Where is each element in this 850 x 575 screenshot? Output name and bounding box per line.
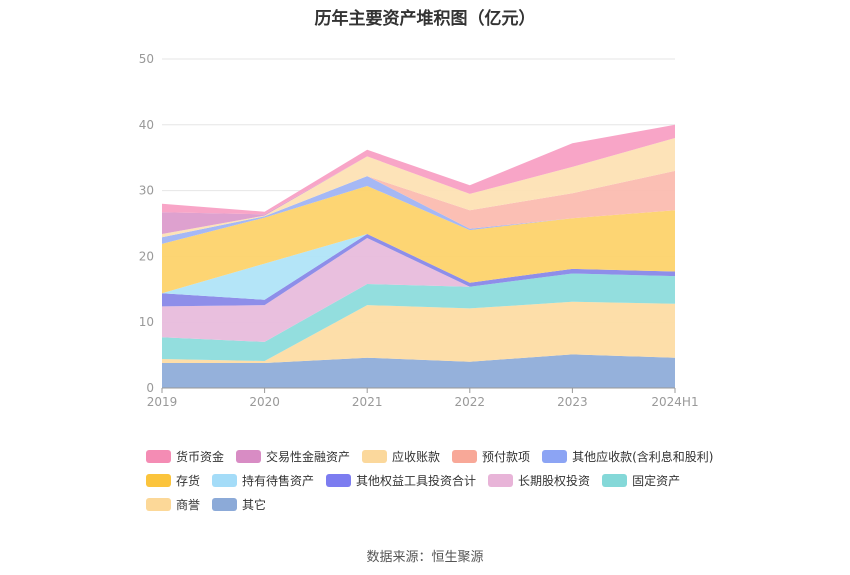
legend-label: 货币资金 bbox=[176, 449, 225, 464]
area-series-商誉 bbox=[162, 301, 675, 363]
legend-item[interactable]: 持有待售资产 bbox=[212, 471, 314, 489]
area-series-交易性金融资产 bbox=[162, 138, 675, 234]
legend-item[interactable]: 商誉 bbox=[146, 495, 200, 513]
legend-swatch bbox=[212, 497, 238, 511]
legend-item[interactable]: 交易性金融资产 bbox=[236, 447, 350, 465]
y-tick-label: 0 bbox=[146, 381, 154, 395]
legend-swatch bbox=[146, 497, 171, 511]
x-tick-label: 2022 bbox=[455, 395, 486, 409]
area-series-预付款项 bbox=[162, 170, 675, 238]
legend-label: 其它 bbox=[242, 497, 267, 512]
legend-swatch bbox=[212, 473, 238, 487]
legend-item[interactable]: 存货 bbox=[146, 471, 200, 489]
legend-swatch bbox=[602, 473, 628, 487]
legend-label: 存货 bbox=[176, 473, 201, 488]
legend-label: 预付款项 bbox=[482, 449, 531, 464]
area-series-货币资金 bbox=[162, 124, 675, 215]
legend-swatch bbox=[236, 449, 262, 463]
legend-swatch bbox=[362, 449, 388, 463]
legend-label: 持有待售资产 bbox=[242, 473, 315, 488]
x-tick-label: 2020 bbox=[249, 395, 280, 409]
legend-swatch bbox=[326, 473, 352, 487]
y-tick-label: 50 bbox=[139, 52, 154, 66]
legend-label: 长期股权投资 bbox=[518, 473, 591, 488]
area-series-其他权益工具投资合计 bbox=[162, 234, 675, 307]
x-tick-label: 2021 bbox=[352, 395, 383, 409]
area-series-长期股权投资 bbox=[162, 238, 675, 342]
legend: 货币资金 交易性金融资产 应收账款 预付款项 其他应收款(含利息和股利) 存货 持有待售资产… bbox=[146, 447, 746, 519]
x-tick-label: 2019 bbox=[147, 395, 178, 409]
legend-swatch bbox=[146, 473, 171, 487]
source-note: 数据来源：恒生聚源 bbox=[366, 550, 484, 565]
legend-item[interactable]: 其他应收款(含利息和股利) bbox=[542, 447, 713, 465]
legend-label: 其他应收款(含利息和股利) bbox=[572, 449, 714, 464]
y-tick-label: 20 bbox=[139, 249, 154, 263]
legend-item[interactable]: 固定资产 bbox=[602, 471, 680, 489]
legend-label: 交易性金融资产 bbox=[266, 449, 351, 464]
x-tick-label: 2024H1 bbox=[651, 395, 698, 409]
chart-title: 历年主要资产堆积图（亿元） bbox=[314, 9, 536, 29]
legend-label: 商誉 bbox=[176, 497, 201, 512]
legend-item[interactable]: 长期股权投资 bbox=[488, 471, 590, 489]
legend-swatch bbox=[146, 449, 171, 463]
stacked-area-chart: 0 10 20 30 40 50 2019 2020 2021 2022 2023 2024H1 bbox=[139, 52, 699, 409]
y-tick-label: 40 bbox=[139, 118, 154, 132]
x-tick-label: 2023 bbox=[557, 395, 588, 409]
legend-item[interactable]: 应收账款 bbox=[362, 447, 440, 465]
area-series-存货 bbox=[162, 186, 675, 294]
legend-item[interactable]: 其他权益工具投资合计 bbox=[326, 471, 476, 489]
y-tick-label: 30 bbox=[139, 184, 154, 198]
y-tick-label: 10 bbox=[139, 315, 154, 329]
legend-label: 固定资产 bbox=[632, 473, 681, 488]
area-series-固定资产 bbox=[162, 273, 675, 361]
area-series-应收账款 bbox=[162, 138, 675, 238]
area-series-group bbox=[162, 124, 675, 388]
legend-item[interactable]: 预付款项 bbox=[452, 447, 530, 465]
area-series-持有待售资产 bbox=[162, 234, 675, 300]
legend-swatch bbox=[542, 449, 568, 463]
legend-label: 应收账款 bbox=[392, 449, 441, 464]
legend-swatch bbox=[452, 449, 478, 463]
legend-item[interactable]: 其它 bbox=[212, 495, 266, 513]
legend-label: 其他权益工具投资合计 bbox=[356, 473, 477, 488]
area-series-其它 bbox=[162, 354, 675, 388]
legend-item[interactable]: 货币资金 bbox=[146, 447, 224, 465]
axes: 0 10 20 30 40 50 2019 2020 2021 2022 2023 2024H1 bbox=[139, 52, 699, 409]
legend-swatch bbox=[488, 473, 514, 487]
